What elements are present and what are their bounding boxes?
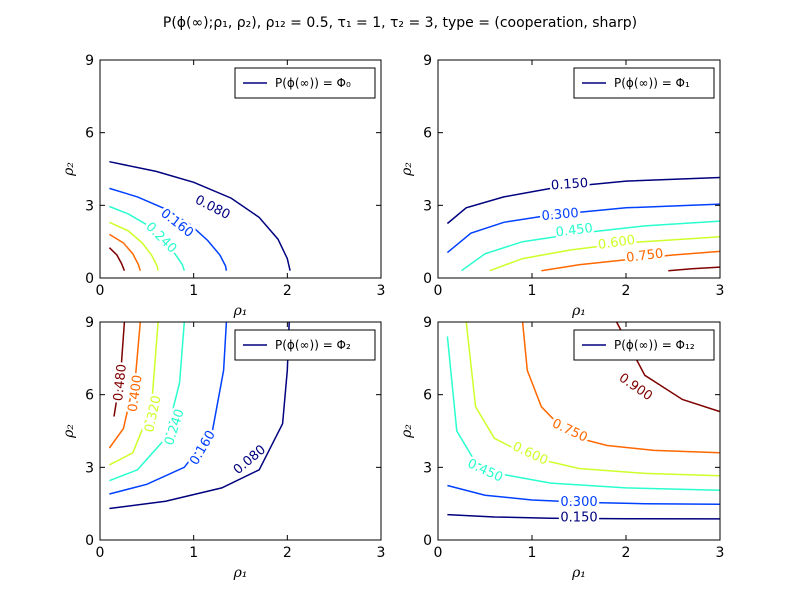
y-tick-label: 0 — [85, 533, 94, 549]
x-tick-label: 3 — [377, 545, 386, 561]
contour-line-3 — [446, 336, 721, 492]
y-tick-label: 9 — [423, 53, 432, 69]
y-tick-label: 3 — [85, 460, 94, 476]
plot-frame — [437, 59, 721, 279]
contour-label-2: 0.300 — [560, 495, 597, 510]
y-tick-label: 9 — [423, 315, 432, 331]
x-tick-label: 2 — [283, 545, 292, 561]
legend: P(ϕ(∞)) = Φ₁₂ — [573, 329, 715, 361]
legend-label: P(ϕ(∞)) = Φ₁₂ — [614, 338, 695, 352]
plot-frame — [437, 321, 721, 541]
plot-frame — [99, 59, 382, 279]
contour-line-5 — [109, 233, 142, 271]
y-axis-label: ρ₂ — [61, 424, 77, 439]
x-axis-label: ρ₁ — [571, 303, 586, 319]
x-axis-label: ρ₁ — [571, 565, 586, 581]
contour-line-1 — [446, 176, 721, 225]
y-tick-label: 3 — [423, 198, 432, 214]
x-tick-label: 2 — [622, 283, 631, 299]
x-tick-label: 3 — [716, 545, 725, 561]
contour-line-3 — [109, 205, 186, 271]
contour-label-6: 0.900 — [616, 371, 655, 405]
legend: P(ϕ(∞)) = Φ₁ — [573, 67, 715, 99]
contour-line-2 — [446, 203, 721, 254]
contour-label-3: 0.450 — [555, 221, 594, 240]
contour-label-4: 0.320 — [142, 394, 164, 434]
x-tick-label: 0 — [434, 545, 443, 561]
contour-line-5 — [541, 250, 721, 272]
y-tick-label: 6 — [423, 126, 432, 142]
x-axis-label: ρ₁ — [233, 303, 248, 319]
x-tick-label: 2 — [283, 283, 292, 299]
y-axis-label: ρ₂ — [61, 162, 77, 177]
x-tick-label: 1 — [189, 283, 198, 299]
legend-label: P(ϕ(∞)) = Φ₂ — [275, 338, 351, 352]
y-axis-label: ρ₂ — [399, 162, 415, 177]
x-tick-label: 3 — [377, 283, 386, 299]
contour-line-1 — [109, 321, 290, 510]
contour-line-6 — [108, 247, 126, 271]
contour-line-6 — [668, 266, 721, 272]
x-axis-label: ρ₁ — [233, 565, 248, 581]
contour-line-4 — [109, 321, 159, 466]
contour-label-1: 0.150 — [551, 176, 589, 194]
y-tick-label: 6 — [85, 126, 94, 142]
contour-label-5: 0.400 — [126, 374, 146, 413]
contour-line-2 — [109, 321, 228, 495]
y-tick-label: 0 — [423, 271, 432, 287]
contour-line-4 — [489, 236, 721, 272]
contour-label-1: 0.080 — [231, 442, 269, 477]
x-tick-label: 0 — [96, 545, 105, 561]
contour-label-3: 0.450 — [465, 456, 505, 485]
y-tick-label: 9 — [85, 315, 94, 331]
y-tick-label: 6 — [85, 388, 94, 404]
legend-label: P(ϕ(∞)) = Φ₀ — [275, 76, 351, 90]
contour-label-1: 0.150 — [560, 511, 597, 526]
legend: P(ϕ(∞)) = Φ₂ — [234, 329, 376, 361]
y-axis-label: ρ₂ — [399, 424, 415, 439]
y-tick-label: 6 — [423, 388, 432, 404]
contour-line-4 — [465, 321, 721, 477]
x-tick-label: 2 — [622, 545, 631, 561]
contour-line-3 — [109, 321, 186, 482]
y-tick-label: 0 — [423, 533, 432, 549]
contour-label-1: 0.080 — [192, 193, 232, 223]
contour-label-2: 0.160 — [187, 428, 219, 468]
contour-label-2: 0.300 — [541, 206, 579, 224]
contour-label-4: 0.600 — [510, 439, 550, 468]
legend-label: P(ϕ(∞)) = Φ₁ — [614, 76, 690, 90]
x-tick-label: 3 — [716, 283, 725, 299]
y-tick-label: 9 — [85, 53, 94, 69]
contour-label-3: 0.240 — [162, 407, 188, 447]
contour-line-6 — [113, 321, 126, 417]
y-tick-label: 0 — [85, 271, 94, 287]
contour-line-5 — [108, 321, 142, 449]
contour-line-1 — [447, 513, 721, 520]
contour-line-5 — [521, 321, 721, 454]
x-tick-label: 1 — [528, 545, 537, 561]
contour-line-2 — [447, 484, 721, 505]
contour-line-1 — [109, 160, 291, 271]
contour-label-6: 0.480 — [111, 363, 130, 402]
contour-line-3 — [461, 220, 721, 272]
contour-line-4 — [109, 221, 159, 271]
x-tick-label: 1 — [189, 545, 198, 561]
y-tick-label: 3 — [423, 460, 432, 476]
figure-title: P(ϕ(∞);ρ₁, ρ₂), ρ₁₂ = 0.5, τ₁ = 1, τ₂ = … — [163, 15, 637, 31]
legend: P(ϕ(∞)) = Φ₀ — [234, 67, 376, 99]
plot-frame — [99, 321, 382, 541]
contour-line-2 — [109, 187, 228, 271]
contour-label-5: 0.750 — [625, 246, 664, 265]
y-tick-label: 3 — [85, 198, 94, 214]
x-tick-label: 1 — [528, 283, 537, 299]
x-tick-label: 0 — [434, 283, 443, 299]
x-tick-label: 0 — [96, 283, 105, 299]
contour-label-5: 0.750 — [550, 416, 590, 445]
